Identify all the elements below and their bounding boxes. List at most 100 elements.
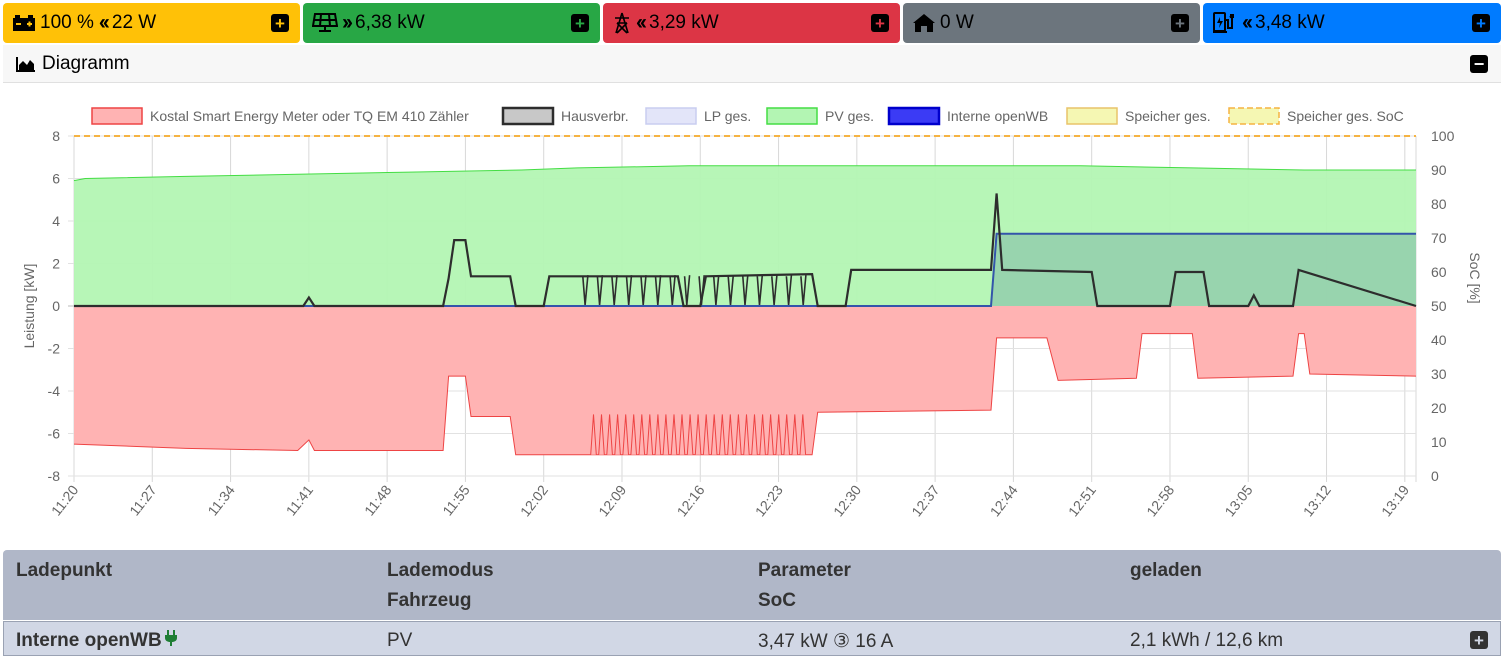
y-tick-label: 0: [52, 298, 60, 314]
chevrons-left-icon: ‹‹: [98, 11, 110, 34]
y2-tick-label: 20: [1431, 400, 1447, 416]
chargepoint-table: Ladepunkt Lademodus Fahrzeug Parameter S…: [3, 550, 1501, 656]
power-tower-icon: [612, 12, 632, 34]
x-tick-label: 12:58: [1143, 482, 1177, 520]
status-bar: 100 % ‹‹ 22 W + ›› 6,38 kW + ‹‹ 3,29 kW …: [3, 3, 1501, 43]
y2-tick-label: 0: [1431, 468, 1439, 484]
y-tick-label: -8: [48, 468, 61, 484]
y-tick-label: 8: [52, 128, 60, 144]
legend-swatch: [887, 106, 941, 126]
y-tick-label: 4: [52, 213, 60, 229]
house-oscillation: [582, 275, 807, 306]
battery-tile[interactable]: 100 % ‹‹ 22 W +: [3, 3, 300, 43]
expand-row-button[interactable]: +: [1470, 631, 1488, 649]
x-tick-label: 11:55: [439, 482, 473, 519]
house-consumption-line: [74, 193, 1417, 308]
x-tick-label: 12:16: [673, 482, 707, 520]
chevrons-right-icon: ››: [342, 11, 353, 34]
home-tile[interactable]: 0 W +: [903, 3, 1200, 43]
x-tick-label: 12:02: [517, 482, 551, 520]
table-header: Ladepunkt Lademodus Fahrzeug Parameter S…: [3, 550, 1501, 620]
expand-battery-button[interactable]: +: [271, 14, 289, 32]
legend-label: Interne openWB: [947, 108, 1048, 124]
home-power: 0 W: [940, 12, 974, 33]
chargepoint-tile[interactable]: ‹‹ 3,48 kW +: [1203, 3, 1501, 43]
battery-soc: 100 %: [40, 12, 94, 33]
grid-area: [74, 306, 1416, 455]
y2-tick-label: 100: [1431, 128, 1455, 144]
legend-label: Kostal Smart Energy Meter oder TQ EM 410…: [150, 108, 469, 124]
header-fahrzeug: Fahrzeug: [387, 590, 472, 611]
y2-tick-label: 30: [1431, 366, 1447, 382]
x-tick-label: 13:19: [1378, 482, 1412, 520]
charged-amount: 2,1 kWh / 12,6 km: [1130, 630, 1284, 651]
legend-label: PV ges.: [825, 108, 874, 124]
header-ladepunkt: Ladepunkt: [16, 560, 113, 581]
diagram-title: Diagramm: [42, 52, 130, 74]
x-tick-label: 12:51: [1065, 482, 1099, 520]
grid-line: [73, 333, 1417, 456]
y2-tick-label: 50: [1431, 298, 1447, 314]
plug-icon: [164, 630, 177, 649]
power-chart: 11:20 11:27 11:34 11:41 11:48 11:55 12:02 12:09…: [0, 84, 1504, 548]
chevrons-left-icon: ‹‹: [636, 11, 647, 34]
y2-tick-label: 10: [1431, 434, 1447, 450]
legend-swatch: [645, 107, 697, 125]
x-tick-label: 11:20: [48, 482, 82, 519]
y2-tick-label: 70: [1431, 230, 1447, 246]
header-lademodus: Lademodus: [387, 560, 494, 581]
expand-grid-button[interactable]: +: [871, 14, 889, 32]
area-chart-icon: [16, 56, 36, 72]
header-parameter: Parameter: [758, 560, 851, 581]
y-tick-label: -4: [48, 383, 61, 399]
collapse-diagram-button[interactable]: −: [1470, 55, 1488, 73]
legend-swatch: [501, 106, 555, 126]
legend-label: Speicher ges. SoC: [1287, 108, 1404, 124]
diagram-header[interactable]: Diagramm −: [3, 45, 1501, 83]
chargepoint-name: Interne openWB: [16, 630, 177, 652]
legend-label: LP ges.: [704, 108, 751, 124]
legend-label: Speicher ges.: [1125, 108, 1211, 124]
header-soc: SoC: [758, 590, 796, 611]
chart-svg: 11:20 11:27 11:34 11:41 11:48 11:55 12:02 12:09…: [21, 106, 1483, 520]
chargepoint-name-text: Interne openWB: [16, 630, 162, 651]
charge-parameters: 3,47 kW ③ 16 A: [758, 631, 894, 652]
x-tick-label: 12:37: [908, 482, 942, 520]
header-geladen: geladen: [1130, 560, 1202, 581]
chargepoint-power: 3,48 kW: [1255, 12, 1325, 33]
x-tick-label: 12:23: [752, 482, 786, 520]
expand-pv-button[interactable]: +: [571, 14, 589, 32]
grid-tile[interactable]: ‹‹ 3,29 kW +: [603, 3, 900, 43]
pv-tile[interactable]: ›› 6,38 kW +: [303, 3, 600, 43]
charging-station-icon: [1212, 12, 1238, 34]
y2-axis-title: SoC [%]: [1467, 252, 1483, 303]
legend-swatch: [91, 107, 143, 125]
x-tick-label: 11:34: [204, 482, 238, 519]
y2-tick-label: 60: [1431, 264, 1447, 280]
y-tick-label: 2: [52, 256, 60, 272]
battery-charging-icon: [12, 14, 36, 32]
chargepoint-area: [74, 233, 1416, 306]
legend-label: Hausverbr.: [561, 108, 629, 124]
y-axis-title: Leistung [kW]: [21, 264, 37, 349]
home-icon: [912, 13, 936, 33]
chevrons-left-icon: ‹‹: [1242, 11, 1253, 34]
table-row[interactable]: Interne openWB PV 3,47 kW ③ 16 A 2,1 kWh…: [3, 621, 1501, 656]
x-tick-label: 13:05: [1221, 482, 1255, 520]
grid-oscillation: [590, 414, 807, 455]
x-tick-label: 11:27: [126, 482, 160, 519]
pv-line: [73, 165, 1416, 182]
y-tick-label: -6: [48, 426, 61, 442]
y2-tick-label: 40: [1431, 332, 1447, 348]
pv-power: 6,38 kW: [355, 12, 425, 33]
x-tick-label: 12:44: [987, 482, 1021, 520]
y2-tick-label: 80: [1431, 196, 1447, 212]
expand-home-button[interactable]: +: [1171, 14, 1189, 32]
x-tick-label: 12:09: [595, 482, 629, 520]
x-tick-label: 11:48: [361, 482, 395, 519]
legend-swatch: [1066, 107, 1118, 125]
grid-power: 3,29 kW: [649, 12, 719, 33]
y-tick-label: -2: [48, 341, 61, 357]
expand-chargepoint-button[interactable]: +: [1472, 14, 1490, 32]
x-tick-label: 12:30: [830, 482, 864, 520]
